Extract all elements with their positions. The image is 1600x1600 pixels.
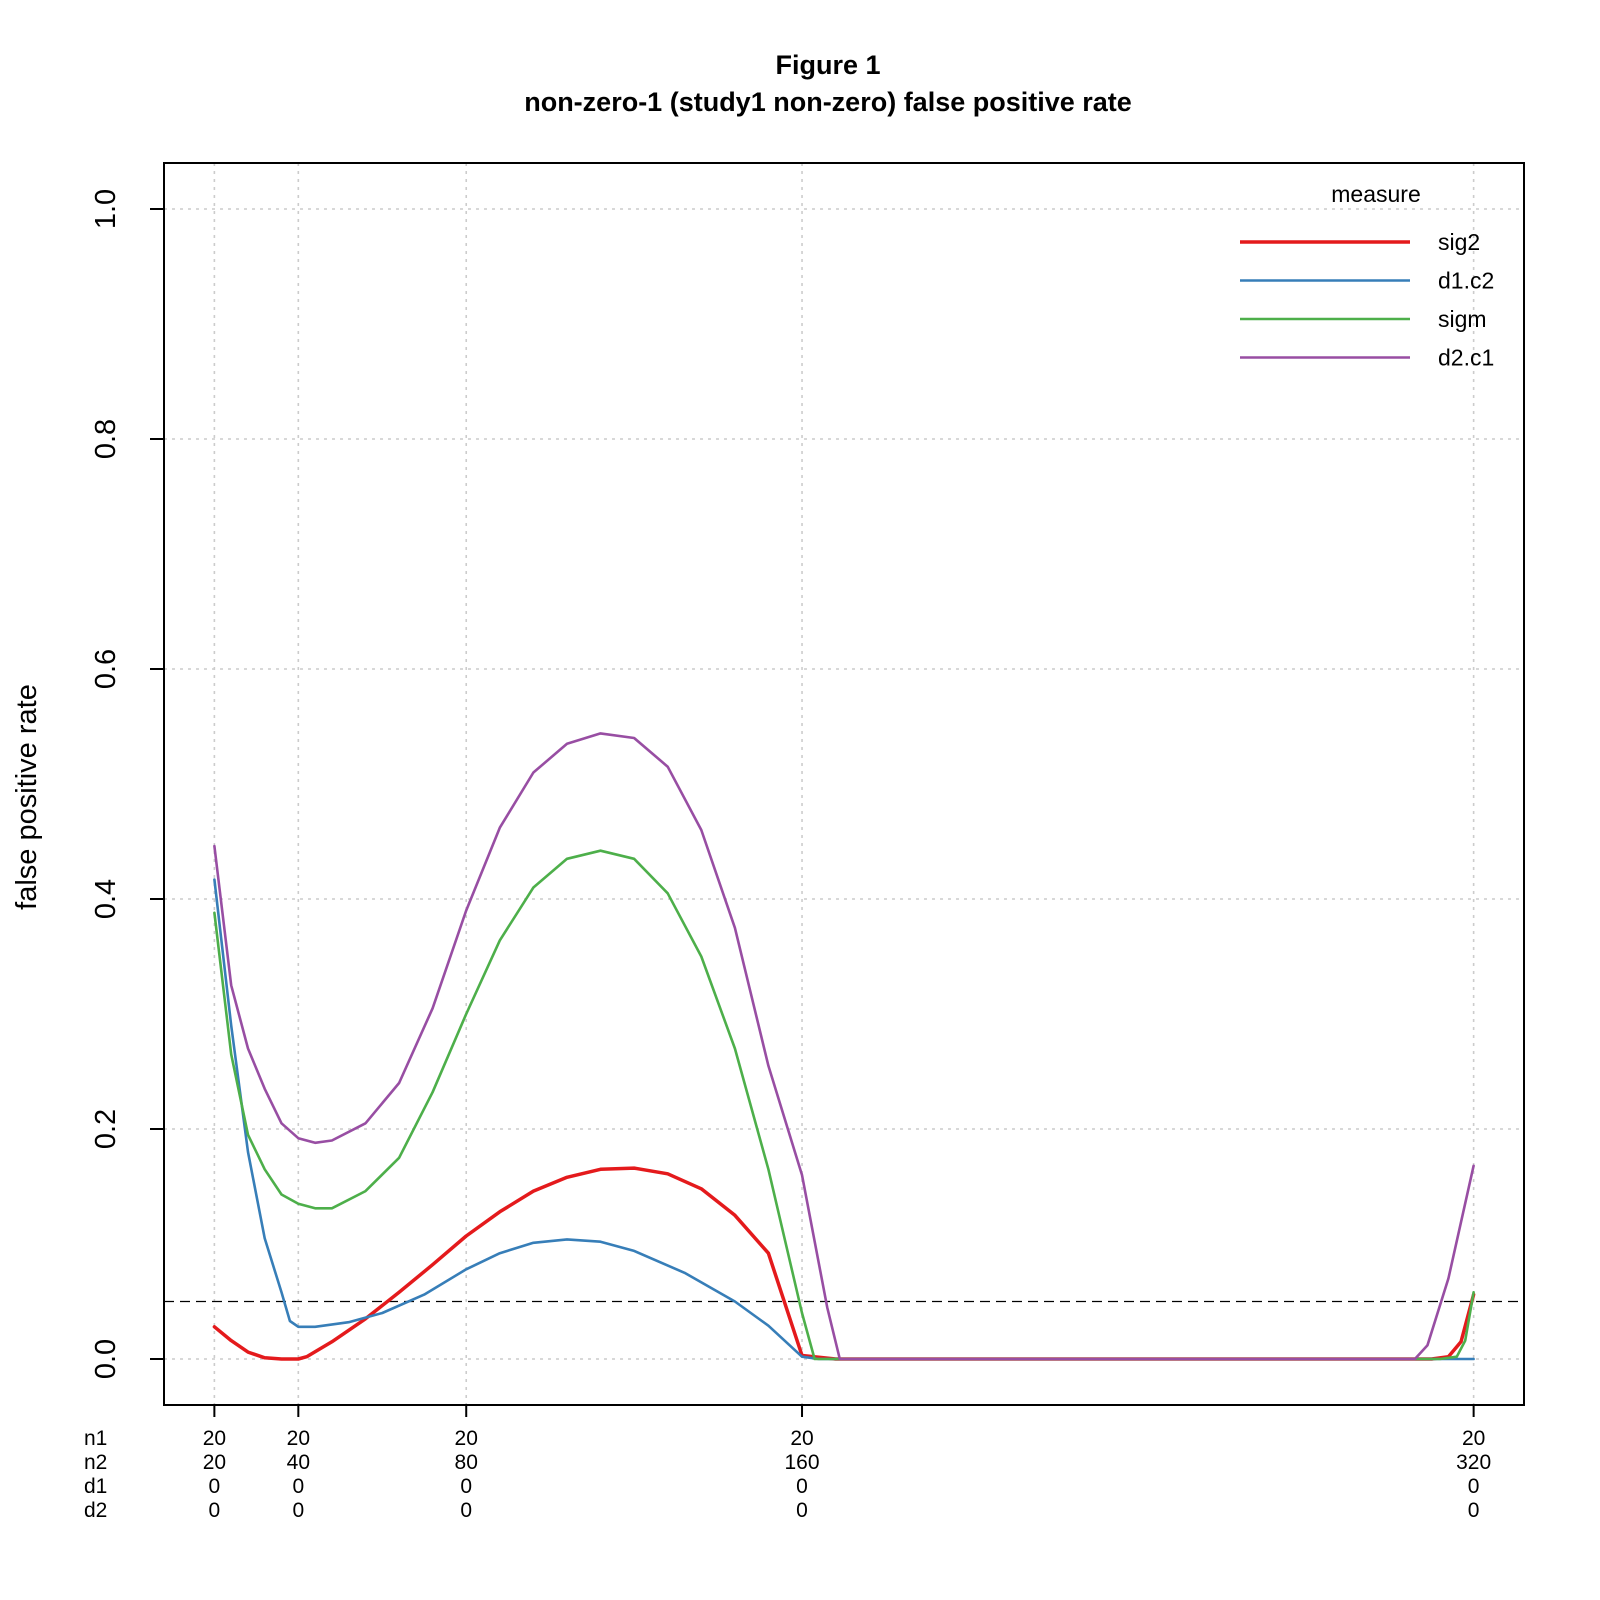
x-tick-label-d2-4: 0: [1468, 1499, 1480, 1522]
y-tick-label-3: 0.6: [90, 649, 122, 689]
legend: measure sig2 d1.c2 sigm d2.c1: [1240, 181, 1494, 371]
x-tick-label-d2-3: 0: [796, 1499, 808, 1522]
x-tick-label-d1-1: 0: [292, 1475, 304, 1498]
y-tick-label-5: 1.0: [90, 189, 122, 229]
x-tick-label-n1-0: 20: [203, 1427, 226, 1450]
series-line-sigm: [213, 849, 1475, 1361]
x-tick-label-d1-0: 0: [209, 1475, 221, 1498]
legend-label-d1.c2: d1.c2: [1438, 268, 1494, 294]
x-tick-label-n2-1: 40: [287, 1451, 310, 1474]
x-row-label-n1: n1: [84, 1427, 107, 1450]
x-tick-label-n1-3: 20: [790, 1427, 813, 1450]
x-tick-label-d2-2: 0: [460, 1499, 472, 1522]
plot-frame: [163, 162, 1525, 1406]
x-tick-label-d2-1: 0: [292, 1499, 304, 1522]
x-tick-label-n2-4: 320: [1456, 1451, 1491, 1474]
series-line-sig2: [212, 1166, 1476, 1361]
x-tick-label-n2-2: 80: [455, 1451, 478, 1474]
grid-lines: [164, 163, 1524, 1405]
legend-label-sig2: sig2: [1438, 229, 1480, 255]
series-lines: [212, 732, 1476, 1361]
x-tick-label-n1-4: 20: [1462, 1427, 1485, 1450]
y-tick-label-1: 0.2: [90, 1109, 122, 1149]
x-tick-label-d2-0: 0: [209, 1499, 221, 1522]
y-tick-label-2: 0.4: [90, 879, 122, 919]
x-tick-label-n2-0: 20: [203, 1451, 226, 1474]
x-tick-label-d1-3: 0: [796, 1475, 808, 1498]
y-axis: 0.0 0.2 0.4 0.6 0.8 1.0: [90, 189, 164, 1379]
legend-title: measure: [1331, 181, 1420, 207]
x-row-label-d2: d2: [84, 1499, 107, 1522]
x-tick-label-d1-4: 0: [1468, 1475, 1480, 1498]
x-row-label-d1: d1: [84, 1475, 107, 1498]
y-tick-label-0: 0.0: [90, 1339, 122, 1379]
y-axis-label: false positive rate: [11, 684, 43, 910]
x-tick-label-n2-3: 160: [785, 1451, 820, 1474]
y-tick-label-4: 0.8: [90, 419, 122, 459]
legend-label-sigm: sigm: [1438, 306, 1487, 332]
legend-label-d2.c1: d2.c1: [1438, 345, 1494, 371]
series-line-d2.c1: [213, 732, 1475, 1361]
x-tick-label-n1-2: 20: [455, 1427, 478, 1450]
x-tick-label-n1-1: 20: [287, 1427, 310, 1450]
series-line-d1.c2: [213, 878, 1475, 1361]
x-row-label-n2: n2: [84, 1451, 107, 1474]
chart-subtitle: non-zero-1 (study1 non-zero) false posit…: [524, 87, 1132, 117]
chart-title: Figure 1: [775, 50, 880, 80]
x-tick-label-d1-2: 0: [460, 1475, 472, 1498]
